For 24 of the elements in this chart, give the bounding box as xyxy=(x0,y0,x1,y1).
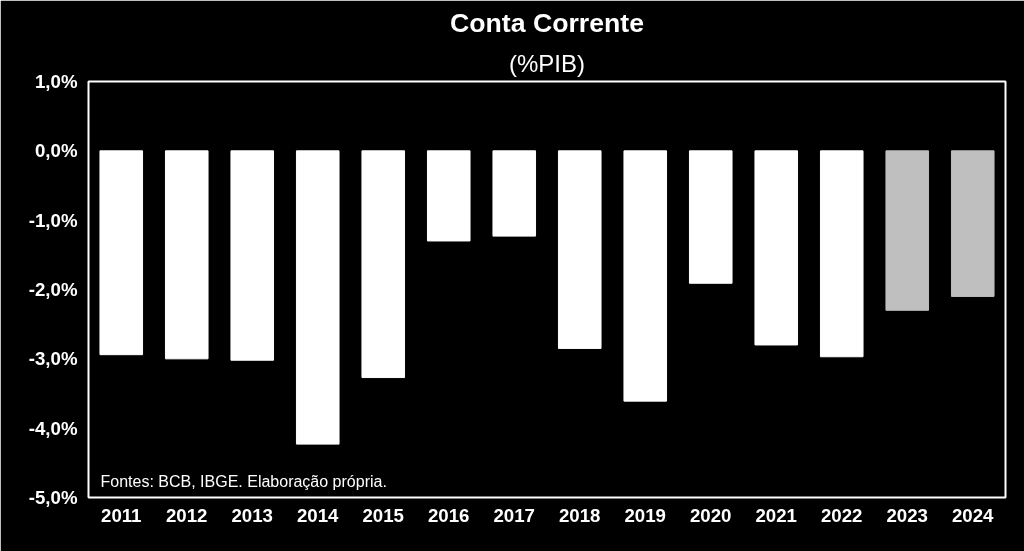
annotation: Fontes: BCB, IBGE. Elaboração própria. xyxy=(100,472,387,490)
x-tick-label: 2013 xyxy=(231,504,274,526)
x-tick-label: 2012 xyxy=(166,504,208,526)
y-tick-label: 0,0% xyxy=(34,140,78,162)
x-tick-label: 2015 xyxy=(362,504,405,526)
y-tick-label: -1,0% xyxy=(28,209,78,231)
y-tick-label: -4,0% xyxy=(28,417,78,439)
chart-subtitle: (%PIB) xyxy=(509,49,586,77)
x-tick-label: 2016 xyxy=(428,504,470,526)
x-tick-label: 2011 xyxy=(101,504,142,526)
x-tick-label: 2022 xyxy=(821,504,863,526)
x-tick-label: 2018 xyxy=(559,504,601,526)
x-tick-label: 2017 xyxy=(493,504,536,526)
x-tick-label: 2019 xyxy=(624,504,667,526)
x-tick-label: 2023 xyxy=(886,504,929,526)
x-tick-label: 2021 xyxy=(755,504,798,526)
x-tick-label: 2024 xyxy=(952,504,995,526)
x-tick-label: 2014 xyxy=(297,504,340,526)
y-tick-label: -5,0% xyxy=(28,487,78,508)
y-tick-label: -2,0% xyxy=(28,279,78,300)
x-tick-label: 2020 xyxy=(690,504,732,526)
chart-title: Conta Corrente xyxy=(449,7,645,38)
y-tick-label: 1,0% xyxy=(34,71,78,92)
y-tick-label: -3,0% xyxy=(28,348,78,370)
